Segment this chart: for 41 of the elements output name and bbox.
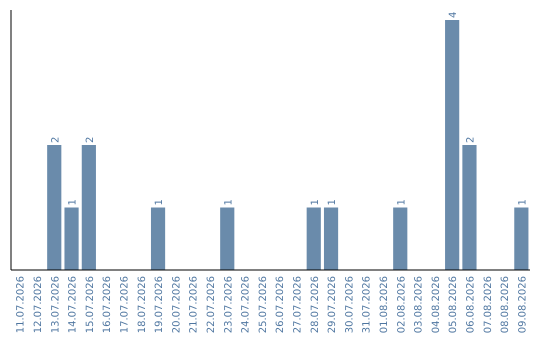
x-tick-label: 17.07.2026 [119,276,130,334]
x-tick-label: 03.08.2026 [414,276,425,334]
x-tick-label: 09.08.2026 [517,276,528,334]
x-tick-label: 27.07.2026 [292,276,304,334]
data-label: 1 [154,199,166,206]
data-label: 1 [517,199,528,206]
x-tick-label: 20.07.2026 [171,276,182,334]
data-label: 4 [448,12,460,18]
x-tick-label: 22.07.2026 [206,276,217,334]
x-tick-label: 15.07.2026 [84,276,96,334]
x-tick-label: 14.07.2026 [68,276,79,334]
x-tick-label: 18.07.2026 [136,276,148,334]
data-label: 1 [310,199,321,206]
x-tick-label: 07.08.2026 [482,276,494,334]
x-tick-label: 12.07.2026 [32,276,44,334]
x-tick-label: 16.07.2026 [102,276,114,334]
x-tick-label: 29.07.2026 [327,276,338,334]
x-tick-label: 11.07.2026 [16,276,27,334]
data-label: 2 [84,136,96,143]
x-tick-label: 08.08.2026 [500,276,512,334]
x-tick-label: 06.08.2026 [465,276,476,334]
data-label: 1 [68,199,79,206]
data-label: 2 [465,136,476,143]
x-tick-label: 30.07.2026 [344,276,356,334]
data-label: 2 [50,136,62,143]
x-tick-label: 23.07.2026 [223,276,234,334]
data-label: 1 [327,199,338,206]
x-tick-label: 19.07.2026 [154,276,166,334]
x-tick-label: 05.08.2026 [448,276,460,334]
data-label: 1 [223,199,234,206]
x-tick-label: 28.07.2026 [310,276,321,334]
data-label: 1 [396,199,408,206]
x-tick-label: 04.08.2026 [430,276,442,334]
x-tick-label: 25.07.2026 [258,276,269,334]
x-tick-label: 13.07.2026 [50,276,62,334]
x-tick-label: 26.07.2026 [275,276,286,334]
x-tick-label: 21.07.2026 [188,276,200,334]
x-tick-label: 31.07.2026 [362,276,373,334]
x-tick-label: 01.08.2026 [378,276,390,334]
x-tick-label: 24.07.2026 [240,276,252,334]
x-tick-label: 02.08.2026 [396,276,408,334]
